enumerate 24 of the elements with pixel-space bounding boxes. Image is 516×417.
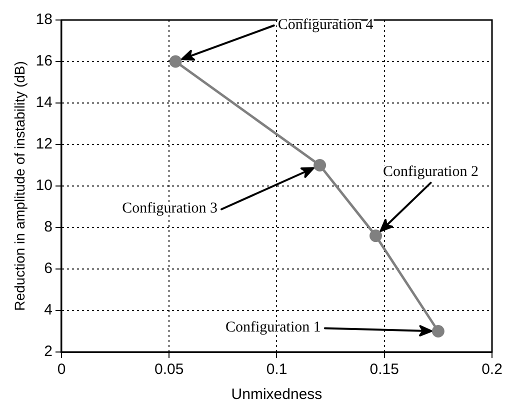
x-tick-label: 0 [57, 361, 66, 378]
y-tick-label: 12 [36, 136, 52, 153]
annotation: Configuration 2 [383, 164, 478, 180]
y-axis-title: Reduction in amplitude of instability (dB) [11, 61, 28, 311]
annotation: Configuration 4 [278, 16, 374, 33]
point [169, 55, 182, 68]
y-tick-label: 14 [36, 94, 52, 112]
y-tick-label: 2 [44, 343, 52, 360]
y-tick-label: 16 [36, 52, 52, 70]
x-tick-label: 0.2 [482, 361, 502, 378]
x-axis-title: Unmixedness [231, 386, 322, 404]
point [370, 230, 382, 242]
y-tick-label: 6 [44, 260, 52, 278]
annotation: Configuration 3 [122, 200, 218, 217]
x-tick-label: 0.15 [370, 361, 399, 378]
y-tick-label: 8 [44, 218, 52, 236]
y-tick-label: 4 [44, 302, 52, 319]
annotation: Configuration 1 [225, 320, 321, 336]
point [314, 159, 326, 172]
x-tick-label: 0.1 [266, 361, 288, 378]
x-tick-label: 0.05 [154, 361, 184, 378]
y-tick-label: 10 [36, 177, 52, 194]
point [432, 325, 444, 338]
y-tick-label: 18 [36, 11, 52, 28]
